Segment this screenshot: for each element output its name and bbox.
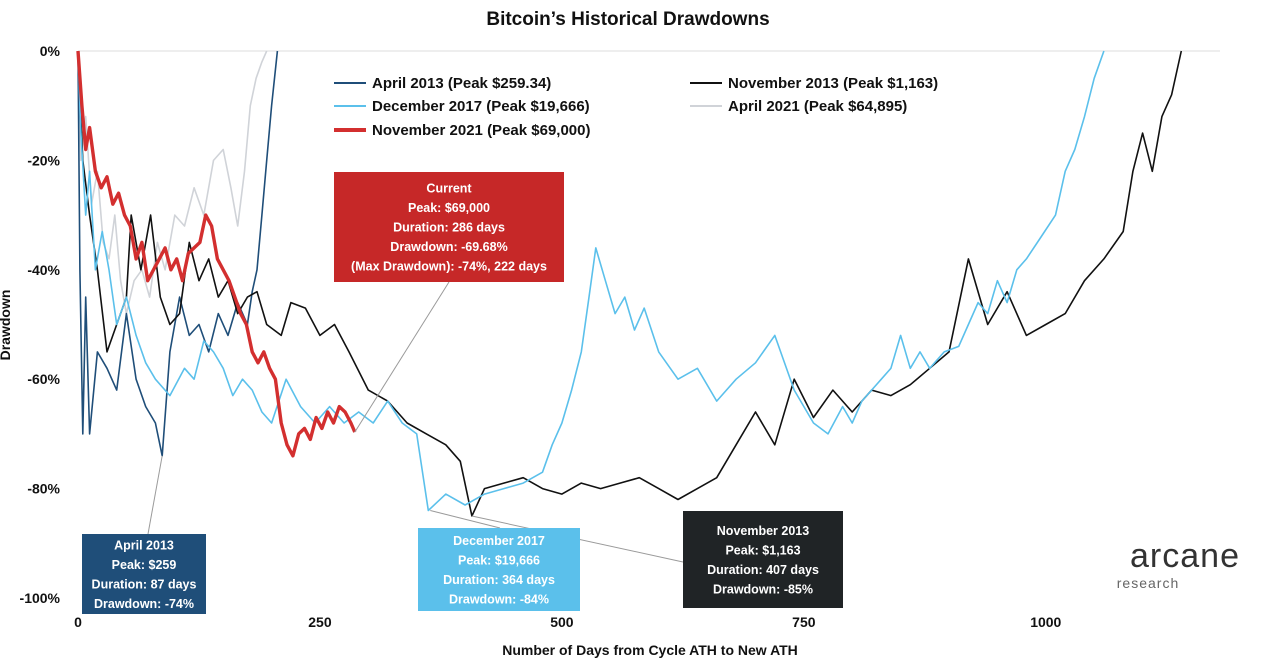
x-axis-ticks: 0 250 500 750 1000 (74, 614, 1061, 630)
annotation-apr2013: April 2013 Peak: $259 Duration: 87 days Dra… (82, 534, 206, 614)
annotation-box (418, 528, 580, 611)
annotation-nov2013: November 2013 Peak: $1,163 Duration: 407 d… (683, 511, 843, 608)
series-layer (76, 50, 1183, 517)
series-line-nov2013 (77, 50, 1183, 517)
x-tick-label: 500 (550, 614, 574, 630)
annotation-line: Peak: $69,000 (408, 201, 490, 215)
annotation-line: Drawdown: -74% (94, 597, 194, 611)
series-line-dec2017 (77, 50, 1105, 512)
annotation-line: Drawdown: -84% (449, 592, 549, 606)
y-tick-label: -60% (27, 371, 60, 387)
legend: April 2013 (Peak $259.34) November 2013 (… (334, 75, 938, 139)
y-tick-label: -100% (20, 590, 61, 606)
annotation-line: Drawdown: -85% (713, 582, 813, 596)
annotation-box (334, 172, 564, 282)
arcane-logo: arcane research (1117, 537, 1240, 591)
y-tick-label: -40% (27, 262, 60, 278)
annotation-line: April 2013 (114, 538, 174, 552)
annotation-boxes: April 2013 Peak: $259 Duration: 87 days Dra… (82, 172, 843, 614)
legend-label-apr2013: April 2013 (Peak $259.34) (372, 75, 551, 92)
legend-label-apr2021: April 2021 (Peak $64,895) (728, 98, 907, 115)
annotation-line: Duration: 364 days (443, 573, 555, 587)
y-axis-label: Drawdown (0, 290, 13, 361)
annotation-line: Duration: 87 days (92, 577, 197, 591)
annotation-line: December 2017 (453, 534, 545, 548)
annotation-line: Drawdown: -69.68% (390, 240, 507, 254)
annotation-dec2017: December 2017 Peak: $19,666 Duration: 364 … (418, 528, 580, 611)
annotation-line: Duration: 286 days (393, 221, 505, 235)
logo-sub: research (1117, 575, 1179, 591)
annotation-box (683, 511, 843, 608)
annotation-line: Current (426, 182, 472, 196)
chart-title: Bitcoin’s Historical Drawdowns (486, 9, 769, 30)
leader-dec2017 (430, 509, 501, 529)
y-axis-ticks: 0% -20% -40% -60% -80% -100% (20, 43, 61, 606)
legend-label-nov2021: November 2021 (Peak $69,000) (372, 122, 590, 139)
y-tick-label: -20% (27, 152, 60, 168)
logo-name: arcane (1130, 537, 1240, 575)
annotation-box (82, 534, 206, 614)
x-tick-label: 750 (792, 614, 816, 630)
annotation-line: Duration: 407 days (707, 563, 819, 577)
x-tick-label: 250 (308, 614, 332, 630)
series-line-nov2021 (76, 50, 357, 458)
series-line-apr2013 (77, 50, 279, 457)
annotation-current: Current Peak: $69,000 Duration: 286 days Dr… (334, 172, 564, 282)
annotation-line: Peak: $259 (112, 558, 177, 572)
legend-label-dec2017: December 2017 (Peak $19,666) (372, 98, 590, 115)
x-axis-label: Number of Days from Cycle ATH to New ATH (502, 642, 798, 658)
annotation-leaders (147, 281, 684, 563)
leader-current (354, 281, 450, 433)
annotation-line: Peak: $19,666 (458, 553, 540, 567)
x-tick-label: 1000 (1030, 614, 1061, 630)
series-line-apr2021 (77, 50, 268, 315)
annotation-line: (Max Drawdown): -74%, 222 days (351, 260, 547, 274)
legend-label-nov2013: November 2013 (Peak $1,163) (728, 75, 938, 92)
x-tick-label: 0 (74, 614, 82, 630)
leader-apr2013 (147, 455, 163, 535)
annotation-line: Peak: $1,163 (725, 543, 800, 557)
annotation-line: November 2013 (717, 524, 809, 538)
y-tick-label: 0% (40, 43, 61, 59)
y-tick-label: -80% (27, 481, 60, 497)
